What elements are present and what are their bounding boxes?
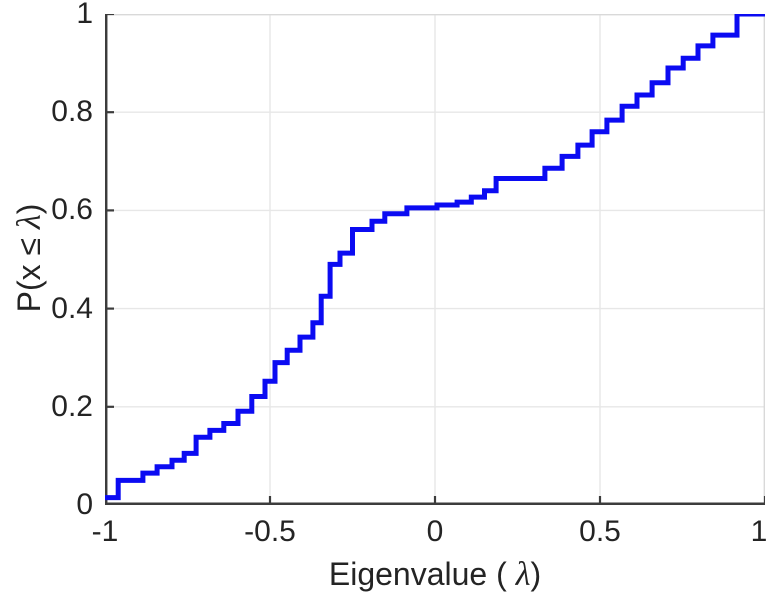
x-axis-label-close: ): [530, 556, 542, 592]
x-tick-label: 0: [426, 515, 444, 548]
y-tick-label: 0.6: [51, 193, 93, 227]
y-tick-label: 0: [76, 488, 93, 521]
x-axis-label: Eigenvalue (λ): [329, 556, 541, 594]
ecdf-step-line: [105, 14, 765, 501]
y-tick-label: 1: [76, 0, 93, 30]
ecdf-chart: [105, 14, 765, 505]
y-tick-label: 0.8: [51, 95, 93, 129]
x-axis-label-text: Eigenvalue (: [328, 556, 507, 592]
y-tick-label: 0.4: [51, 291, 93, 325]
x-tick-label: -1: [91, 515, 119, 548]
x-tick-label: -0.5: [244, 515, 296, 548]
y-tick-label: 0.2: [51, 389, 93, 423]
lambda-symbol: λ: [515, 556, 531, 593]
x-tick-label: 0.5: [579, 515, 621, 548]
x-tick-label: 1: [750, 515, 768, 548]
plot-area: [105, 14, 765, 505]
